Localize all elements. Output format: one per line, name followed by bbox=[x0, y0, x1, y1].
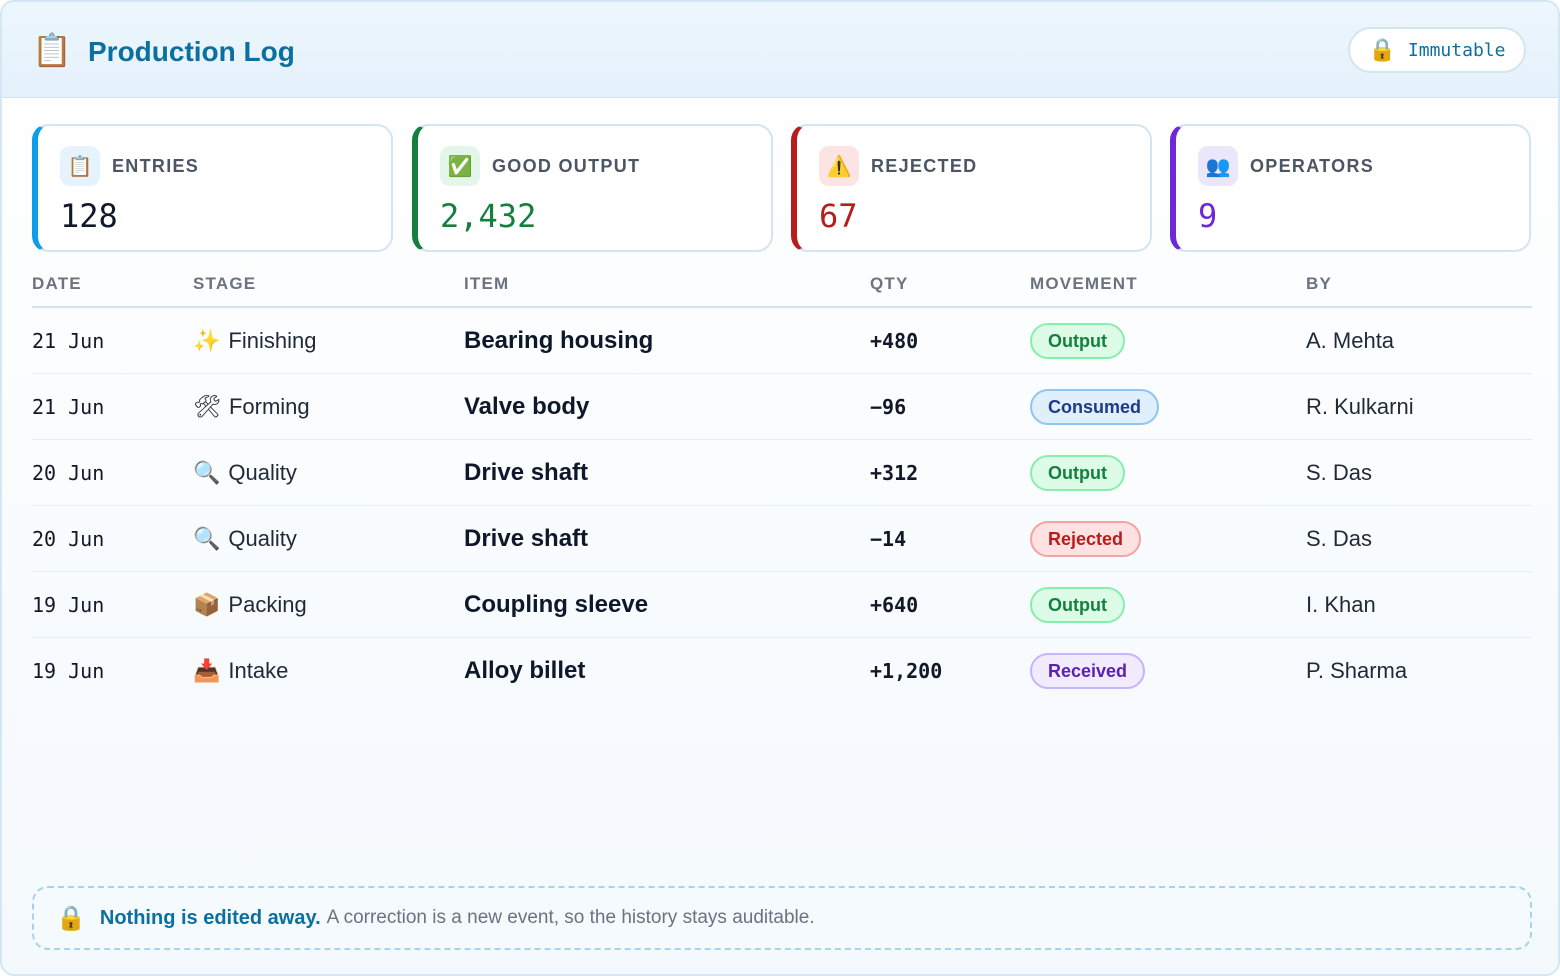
stage-label: Forming bbox=[228, 394, 310, 419]
immutable-button[interactable]: 🔒 Immutable bbox=[1348, 27, 1526, 73]
clipboard-icon: 📋 bbox=[60, 146, 100, 186]
stat-label: ENTRIES bbox=[112, 156, 200, 176]
date-cell: 20 Jun bbox=[32, 527, 105, 551]
table-row[interactable]: 21 Jun ✨ Finishing Bearing housing +480 O… bbox=[32, 308, 1532, 374]
item-cell: Coupling sleeve bbox=[464, 591, 649, 618]
movement-cell: Output bbox=[1030, 572, 1125, 638]
movement-cell: Rejected bbox=[1030, 506, 1142, 572]
operator-cell: R. Kulkarni bbox=[1306, 394, 1414, 419]
qty-cell: −96 bbox=[870, 395, 907, 419]
stat-label: OPERATORS bbox=[1250, 156, 1375, 176]
stage-label: Quality bbox=[228, 460, 297, 485]
stage-cell: 📦 Packing bbox=[193, 572, 307, 638]
clipboard-icon: 📋 bbox=[32, 32, 72, 68]
stage-label: Quality bbox=[228, 526, 297, 551]
operator-cell: P. Sharma bbox=[1306, 658, 1408, 683]
immutable-label: Immutable bbox=[1407, 39, 1506, 61]
table-header: DATE STAGE ITEM QTY MOVEMENT BY bbox=[32, 268, 1532, 308]
date-cell: 20 Jun bbox=[32, 461, 105, 485]
warning-icon: ⚠️ bbox=[819, 146, 859, 186]
stat-card-operators: 👥 OPERATORS 9 bbox=[1170, 124, 1531, 252]
qty-cell: +480 bbox=[870, 329, 919, 353]
magnifier-icon: 🔍 bbox=[193, 526, 221, 551]
column-header-stage[interactable]: STAGE bbox=[193, 274, 257, 293]
movement-badge: Output bbox=[1030, 455, 1125, 491]
table-row[interactable]: 21 Jun 🛠 Forming Valve body −96 Consumed … bbox=[32, 374, 1532, 440]
stage-label: Packing bbox=[228, 592, 307, 617]
item-cell: Valve body bbox=[464, 393, 590, 420]
stat-card-rejected: ⚠️ REJECTED 67 bbox=[791, 124, 1152, 252]
operator-cell: S. Das bbox=[1306, 460, 1373, 485]
qty-cell: −14 bbox=[870, 527, 907, 551]
movement-badge: Output bbox=[1030, 587, 1125, 623]
sparkles-icon: ✨ bbox=[193, 328, 221, 353]
inbox-icon: 📥 bbox=[193, 658, 221, 683]
stat-value: 128 bbox=[60, 197, 118, 235]
people-icon: 👥 bbox=[1198, 146, 1238, 186]
operator-cell: S. Das bbox=[1306, 526, 1373, 551]
operator-cell: A. Mehta bbox=[1306, 328, 1395, 353]
column-header-movement[interactable]: MOVEMENT bbox=[1030, 274, 1138, 293]
movement-cell: Output bbox=[1030, 440, 1125, 506]
stage-cell: 🔍 Quality bbox=[193, 506, 297, 572]
movement-cell: Received bbox=[1030, 638, 1146, 704]
movement-badge: Received bbox=[1030, 653, 1146, 689]
stat-card-entries: 📋 ENTRIES 128 bbox=[32, 124, 393, 252]
tools-icon: 🛠 bbox=[193, 394, 221, 419]
movement-badge: Rejected bbox=[1030, 521, 1142, 557]
stat-label: REJECTED bbox=[871, 156, 978, 176]
item-cell: Drive shaft bbox=[464, 459, 589, 486]
column-header-qty[interactable]: QTY bbox=[870, 274, 909, 293]
stat-value: 2,432 bbox=[440, 197, 537, 235]
item-cell: Bearing housing bbox=[464, 327, 654, 354]
stat-value: 9 bbox=[1198, 197, 1218, 235]
movement-cell: Consumed bbox=[1030, 374, 1160, 440]
column-header-date[interactable]: DATE bbox=[32, 274, 82, 293]
package-icon: 📦 bbox=[193, 592, 221, 617]
table-row[interactable]: 19 Jun 📥 Intake Alloy billet +1,200 Recei… bbox=[32, 638, 1532, 704]
movement-badge: Output bbox=[1030, 323, 1125, 359]
table-row[interactable]: 20 Jun 🔍 Quality Drive shaft −14 Rejected… bbox=[32, 506, 1532, 572]
movement-cell: Output bbox=[1030, 308, 1125, 374]
stage-cell: 🛠 Forming bbox=[193, 374, 310, 440]
stats-cards: 📋 ENTRIES 128 ✅ GOOD OUTPUT 2,432 ⚠️ REJ… bbox=[32, 124, 1532, 252]
stage-label: Finishing bbox=[228, 328, 317, 353]
item-cell: Drive shaft bbox=[464, 525, 589, 552]
magnifier-icon: 🔍 bbox=[193, 460, 221, 485]
date-cell: 19 Jun bbox=[32, 593, 105, 617]
date-cell: 21 Jun bbox=[32, 395, 105, 419]
audit-note-text: A correction is a new event, so the hist… bbox=[326, 907, 815, 928]
page-title: Production Log bbox=[88, 36, 295, 67]
lock-icon: 🔒 bbox=[1368, 37, 1396, 62]
header: 📋 Production Log 🔒 Immutable bbox=[2, 2, 1558, 98]
column-header-item[interactable]: ITEM bbox=[464, 274, 510, 293]
qty-cell: +1,200 bbox=[870, 659, 943, 683]
audit-note-heading: Nothing is edited away. bbox=[99, 906, 321, 929]
check-box-icon: ✅ bbox=[440, 146, 480, 186]
operator-cell: I. Khan bbox=[1306, 592, 1376, 617]
date-cell: 21 Jun bbox=[32, 329, 105, 353]
date-cell: 19 Jun bbox=[32, 659, 105, 683]
item-cell: Alloy billet bbox=[464, 657, 586, 684]
qty-cell: +640 bbox=[870, 593, 919, 617]
movement-badge: Consumed bbox=[1030, 389, 1160, 425]
column-header-by[interactable]: BY bbox=[1306, 274, 1333, 293]
qty-cell: +312 bbox=[870, 461, 919, 485]
lock-icon: 🔒 bbox=[56, 904, 86, 932]
table-row[interactable]: 19 Jun 📦 Packing Coupling sleeve +640 Out… bbox=[32, 572, 1532, 638]
stat-label: GOOD OUTPUT bbox=[492, 156, 641, 176]
audit-note: 🔒 Nothing is edited away. A correction i… bbox=[32, 886, 1532, 950]
stage-cell: 🔍 Quality bbox=[193, 440, 297, 506]
stat-value: 67 bbox=[819, 197, 858, 235]
stage-cell: ✨ Finishing bbox=[193, 308, 316, 374]
stage-cell: 📥 Intake bbox=[193, 638, 288, 704]
stage-label: Intake bbox=[228, 658, 289, 683]
table-row[interactable]: 20 Jun 🔍 Quality Drive shaft +312 Output … bbox=[32, 440, 1532, 506]
stat-card-good-output: ✅ GOOD OUTPUT 2,432 bbox=[412, 124, 773, 252]
